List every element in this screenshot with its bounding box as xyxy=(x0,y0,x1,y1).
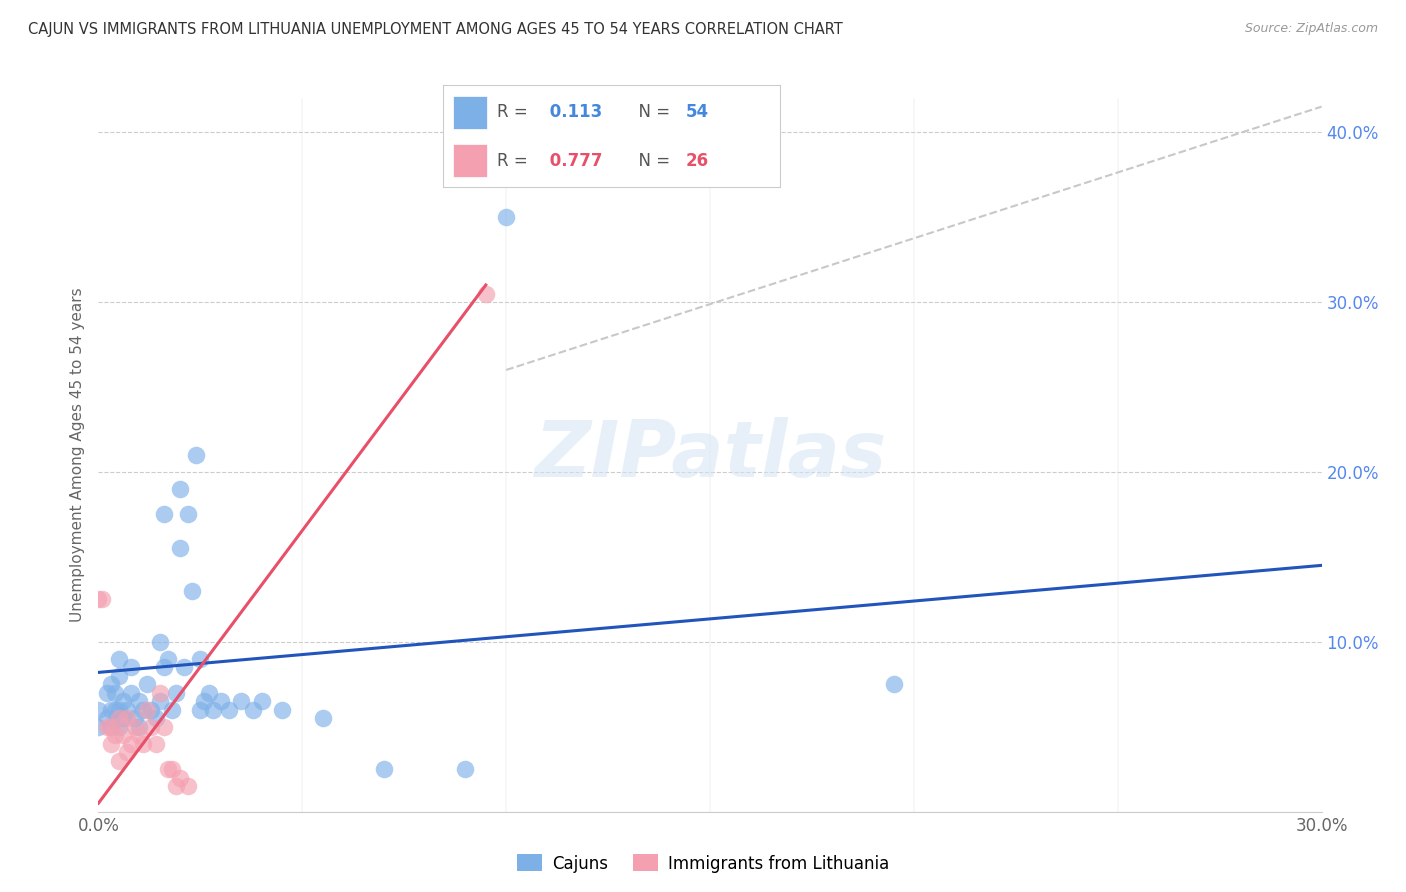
Text: R =: R = xyxy=(496,103,533,121)
Point xyxy=(132,737,155,751)
Text: N =: N = xyxy=(628,103,676,121)
Point xyxy=(115,703,138,717)
Point xyxy=(108,754,131,768)
Point xyxy=(108,669,131,683)
Text: 0.113: 0.113 xyxy=(544,103,602,121)
Point xyxy=(474,286,498,301)
Point xyxy=(218,703,240,717)
Y-axis label: Unemployment Among Ages 45 to 54 years: Unemployment Among Ages 45 to 54 years xyxy=(69,287,84,623)
Point xyxy=(87,703,110,717)
Point xyxy=(173,660,195,674)
Point xyxy=(100,720,122,734)
Point xyxy=(242,703,264,717)
Point xyxy=(100,703,122,717)
Point xyxy=(108,652,131,666)
Legend: Cajuns, Immigrants from Lithuania: Cajuns, Immigrants from Lithuania xyxy=(510,847,896,880)
Text: 54: 54 xyxy=(686,103,709,121)
Point xyxy=(156,652,179,666)
Point xyxy=(165,779,187,793)
Point xyxy=(152,508,174,522)
FancyBboxPatch shape xyxy=(453,96,486,128)
Text: N =: N = xyxy=(628,152,676,169)
Point xyxy=(145,711,167,725)
Point xyxy=(141,720,163,734)
Point xyxy=(152,720,174,734)
Point xyxy=(160,762,183,776)
Point xyxy=(136,677,159,691)
Point xyxy=(250,694,273,708)
Point xyxy=(104,703,127,717)
Point xyxy=(193,694,215,708)
Point xyxy=(454,762,477,776)
Point xyxy=(270,703,294,717)
Point xyxy=(108,703,131,717)
Point xyxy=(169,482,191,496)
Point xyxy=(160,703,183,717)
Point xyxy=(96,686,118,700)
Point xyxy=(120,686,142,700)
Text: 0.777: 0.777 xyxy=(544,152,603,169)
Text: CAJUN VS IMMIGRANTS FROM LITHUANIA UNEMPLOYMENT AMONG AGES 45 TO 54 YEARS CORREL: CAJUN VS IMMIGRANTS FROM LITHUANIA UNEMP… xyxy=(28,22,842,37)
Point xyxy=(312,711,335,725)
Point xyxy=(177,508,200,522)
Point xyxy=(96,720,118,734)
Point xyxy=(197,686,219,700)
Point xyxy=(111,728,134,742)
Text: 26: 26 xyxy=(686,152,709,169)
Point xyxy=(145,737,167,751)
Point xyxy=(201,703,224,717)
Point xyxy=(111,711,134,725)
Point xyxy=(141,703,163,717)
Point xyxy=(156,762,179,776)
Point xyxy=(231,694,253,708)
Point xyxy=(87,720,110,734)
Point xyxy=(104,686,127,700)
FancyBboxPatch shape xyxy=(453,145,486,177)
Point xyxy=(115,711,138,725)
Point xyxy=(883,677,905,691)
Point xyxy=(104,728,127,742)
Point xyxy=(132,703,155,717)
Text: ZIPatlas: ZIPatlas xyxy=(534,417,886,493)
Point xyxy=(495,210,517,224)
Point xyxy=(128,728,150,742)
Point xyxy=(111,694,134,708)
Point xyxy=(108,711,131,725)
Point xyxy=(100,737,122,751)
Point xyxy=(100,677,122,691)
Point xyxy=(149,635,172,649)
Point xyxy=(96,711,118,725)
Point xyxy=(108,720,131,734)
Point xyxy=(188,703,212,717)
Text: Source: ZipAtlas.com: Source: ZipAtlas.com xyxy=(1244,22,1378,36)
Point xyxy=(149,694,172,708)
Point xyxy=(209,694,232,708)
Text: R =: R = xyxy=(496,152,533,169)
Point xyxy=(124,711,146,725)
Point xyxy=(165,686,187,700)
Point xyxy=(120,660,142,674)
Point xyxy=(128,720,150,734)
Point xyxy=(177,779,200,793)
Point xyxy=(152,660,174,674)
Point xyxy=(124,720,146,734)
Point xyxy=(188,652,212,666)
Point xyxy=(100,720,122,734)
Point xyxy=(91,592,114,607)
Point xyxy=(373,762,395,776)
Point xyxy=(149,686,172,700)
Point xyxy=(115,745,138,759)
Point xyxy=(128,694,150,708)
Point xyxy=(181,583,204,598)
Point xyxy=(169,771,191,785)
Point xyxy=(120,737,142,751)
Point xyxy=(136,703,159,717)
Point xyxy=(87,592,110,607)
Point xyxy=(169,541,191,556)
Point xyxy=(186,448,208,462)
